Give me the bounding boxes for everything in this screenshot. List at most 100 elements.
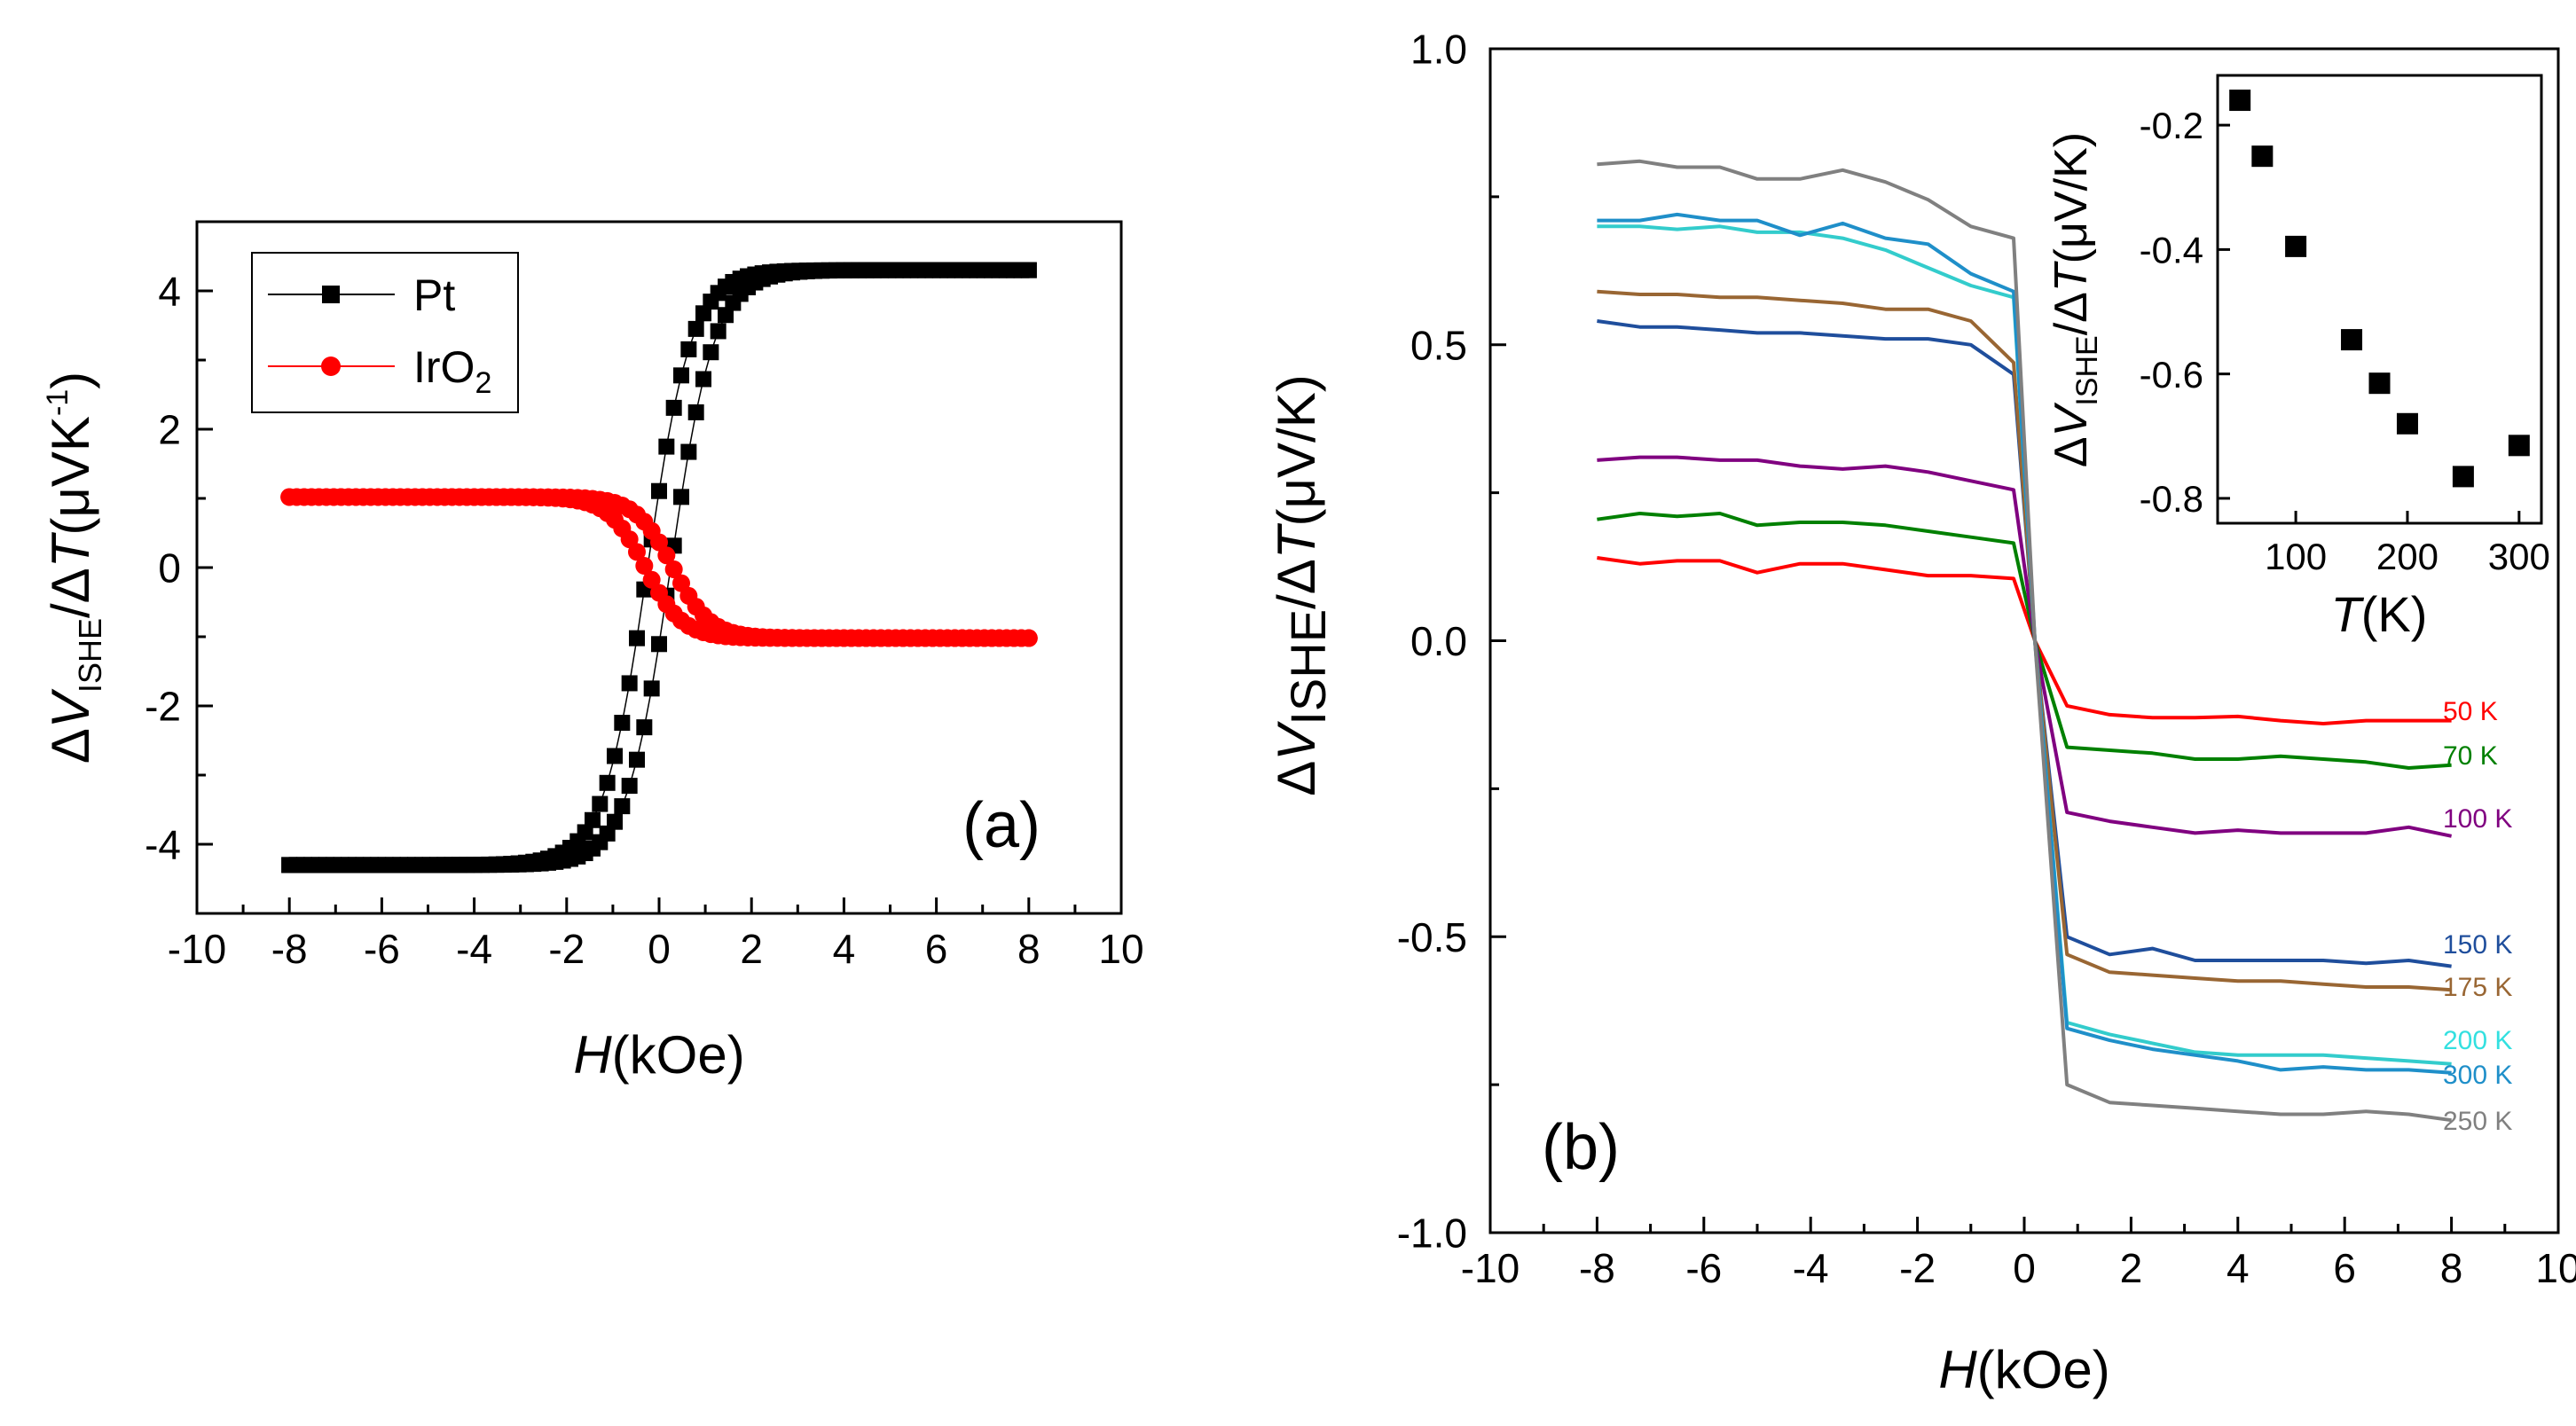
data-point-pt <box>658 438 675 455</box>
data-point-pt <box>621 778 638 795</box>
panel-b-ytick-label: 1.0 <box>1410 27 1467 73</box>
panel-a-xtick-label: 2 <box>740 926 763 972</box>
inset-data-point <box>2368 372 2391 395</box>
panel-a-xtick-label: -2 <box>548 926 585 972</box>
series-label-50k: 50 K <box>2443 697 2498 726</box>
data-point-pt <box>673 367 690 384</box>
panel-a-xtick-label: 0 <box>648 926 671 972</box>
panel-a-ytick-label: -2 <box>145 684 181 730</box>
panel-b-xtick-label: -4 <box>1793 1245 1829 1291</box>
panel-a-xtick-label: 10 <box>1098 926 1143 972</box>
data-point-pt <box>703 344 719 361</box>
panel-b-ytick-label: -1.0 <box>1397 1211 1467 1257</box>
data-point-pt <box>614 715 631 732</box>
inset-xtick-label: 100 <box>2265 536 2327 577</box>
panel-b-ticks: -10 -8 -6 -4 -2 0 2 4 6 8 10 -1.0 -0.5 0.0 0.5 1.0 <box>1397 27 2576 1291</box>
series-line-50k <box>1597 556 2452 725</box>
series-line-175k <box>1597 289 2452 992</box>
panel-a-xlabel: H(kOe) <box>573 1025 744 1085</box>
panel-b-series <box>1597 159 2453 1123</box>
data-point-pt <box>680 443 697 460</box>
data-point-pt <box>665 399 682 416</box>
inset-ytick-label: -0.6 <box>2140 354 2203 396</box>
panel-a-ytick-label: -4 <box>145 822 181 868</box>
data-point-pt <box>621 675 638 692</box>
data-point-pt <box>614 798 631 815</box>
inset-data-point <box>2508 435 2530 457</box>
series-label-70k: 70 K <box>2443 741 2498 771</box>
panel-b-series-labels: 50 K 70 K 100 K 150 K 175 K 200 K 300 K 250 K <box>2443 697 2512 1136</box>
data-point-pt <box>680 341 697 357</box>
data-point-pt <box>687 320 704 337</box>
data-point-iro2 <box>650 584 668 602</box>
inset-xlabel: T(K) <box>2331 586 2428 642</box>
panel-a-ticks: -10 -8 -6 -4 -2 0 2 4 6 8 10 -4 -2 0 2 4 <box>145 269 1143 972</box>
inset-data-point <box>2341 329 2363 351</box>
panel-b-ytick-label: 0.5 <box>1410 322 1467 368</box>
data-point-pt <box>592 795 609 812</box>
data-point-pt <box>651 482 667 499</box>
legend-marker-pt <box>322 286 340 303</box>
legend-marker-iro2 <box>321 356 341 376</box>
panel-b-xtick-label: -10 <box>1461 1245 1520 1291</box>
data-point-iro2 <box>642 570 661 589</box>
panel-b-xtick-label: -8 <box>1579 1245 1615 1291</box>
inset-ytick-label: -0.8 <box>2140 478 2203 520</box>
panel-a-xtick-label: -4 <box>456 926 492 972</box>
data-point-pt <box>710 323 726 340</box>
data-point-pt <box>651 636 667 653</box>
data-point-iro2 <box>657 546 676 565</box>
inset-data-point <box>2285 235 2307 257</box>
data-point-pt <box>584 811 601 828</box>
panel-b-ytick-label: -0.5 <box>1397 914 1467 960</box>
series-label-200k: 200 K <box>2443 1026 2512 1055</box>
panel-a-ytick-label: 2 <box>158 407 181 453</box>
data-point-pt <box>687 404 704 420</box>
series-line-iro2 <box>289 496 1029 639</box>
inset-xtick-label: 300 <box>2488 536 2550 577</box>
data-point-iro2 <box>280 488 299 506</box>
data-point-pt <box>695 305 712 322</box>
panel-b-xtick-label: 6 <box>2333 1245 2356 1291</box>
panel-b-xtick-label: 0 <box>2013 1245 2036 1291</box>
panel-b: -10 -8 -6 -4 -2 0 2 4 6 8 10 -1.0 -0.5 0.0 0.5 1.0 50 K… <box>1267 27 2576 1399</box>
inset-background <box>2218 75 2541 523</box>
data-point-pt <box>628 630 645 646</box>
data-point-pt <box>606 748 623 764</box>
data-point-pt <box>673 489 690 505</box>
data-point-pt <box>628 751 645 768</box>
inset-axes-frame <box>2216 74 2543 525</box>
inset-ticks: 100 200 300 -0.2 -0.4 -0.6 -0.8 <box>2140 105 2550 577</box>
legend-box <box>251 252 519 413</box>
panel-a-xtick-label: -10 <box>168 926 226 972</box>
data-point-pt <box>695 371 712 388</box>
inset-ylabel: ΔVISHE/ΔT(μV/K) <box>2046 132 2104 467</box>
panel-b-xtick-label: 8 <box>2440 1245 2463 1291</box>
series-line-250k <box>1597 159 2452 1123</box>
data-point-pt <box>599 774 616 791</box>
panel-a-xtick-label: 8 <box>1017 926 1041 972</box>
panel-a-xtick-label: 6 <box>925 926 948 972</box>
legend-label-pt: Pt <box>413 270 455 320</box>
panel-b-inset: 100 200 300 -0.2 -0.4 -0.6 -0.8 T(K) ΔVISHE/ΔT… <box>2046 74 2550 642</box>
series-label-250k: 250 K <box>2443 1107 2512 1136</box>
series-label-100k: 100 K <box>2443 804 2512 834</box>
series-line-70k <box>1597 512 2452 770</box>
inset-data-point <box>2229 90 2251 112</box>
inset-data-point <box>2251 145 2274 168</box>
inset-xtick-label: 200 <box>2376 536 2439 577</box>
inset-data-point <box>2452 466 2474 488</box>
data-point-pt <box>281 857 298 874</box>
inset-ytick-label: -0.4 <box>2140 230 2203 271</box>
data-point-pt <box>606 813 623 830</box>
data-point-pt <box>636 719 653 736</box>
panel-a-legend: Pt IrO2 <box>251 252 519 413</box>
data-point-iro2 <box>664 560 683 578</box>
inset-series <box>2229 90 2530 488</box>
panel-b-xtick-label: 4 <box>2227 1245 2250 1291</box>
legend-label-iro2: IrO2 <box>413 342 491 400</box>
panel-a: -10 -8 -6 -4 -2 0 2 4 6 8 10 -4 -2 0 2 4 Pt IrO2 (a) H(… <box>41 220 1144 1085</box>
data-point-iro2 <box>635 557 654 576</box>
data-point-iro2 <box>650 533 668 552</box>
series-label-300k: 300 K <box>2443 1061 2512 1090</box>
